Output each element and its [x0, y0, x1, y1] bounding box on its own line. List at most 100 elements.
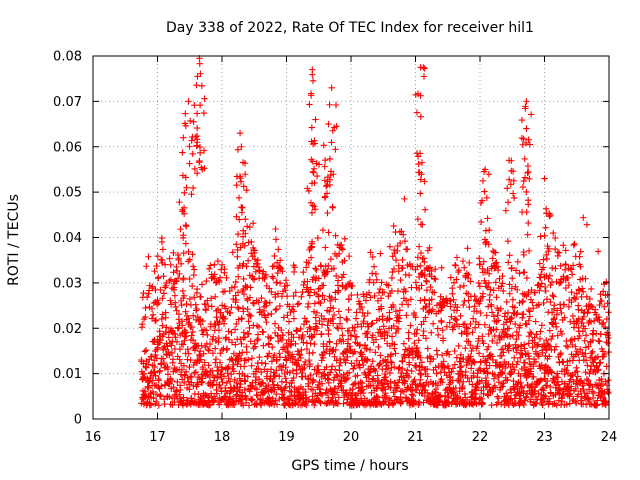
- data-point: [313, 325, 321, 332]
- data-point: [505, 176, 513, 183]
- data-point: [577, 346, 584, 353]
- data-point: [448, 313, 455, 320]
- data-point: [341, 235, 348, 242]
- data-point: [376, 315, 383, 323]
- data-point: [309, 202, 316, 209]
- data-point: [446, 319, 453, 326]
- data-point: [279, 268, 286, 275]
- data-point: [437, 307, 445, 314]
- data-point: [479, 269, 487, 276]
- data-point: [156, 368, 163, 375]
- data-point: [335, 287, 342, 294]
- data-point: [351, 324, 359, 331]
- data-point: [201, 359, 208, 366]
- data-point: [232, 296, 240, 304]
- data-point: [183, 300, 190, 308]
- data-point: [453, 316, 460, 323]
- data-point: [279, 331, 287, 339]
- data-point: [396, 239, 404, 247]
- data-point: [251, 247, 258, 254]
- data-point: [516, 395, 523, 402]
- data-point: [520, 341, 528, 348]
- data-point: [178, 376, 186, 383]
- data-point: [535, 353, 543, 360]
- data-point: [176, 198, 183, 206]
- data-point: [557, 262, 564, 269]
- data-point: [459, 257, 467, 265]
- data-point: [310, 308, 318, 315]
- data-point: [507, 389, 515, 396]
- data-point: [401, 237, 409, 245]
- data-point: [511, 354, 518, 362]
- data-point: [349, 349, 357, 357]
- data-point: [521, 363, 528, 371]
- data-point: [257, 401, 265, 409]
- data-point: [465, 297, 472, 304]
- data-point: [188, 332, 195, 339]
- data-point: [474, 343, 481, 350]
- data-point: [504, 309, 512, 316]
- data-point: [332, 346, 339, 354]
- data-point: [150, 368, 157, 375]
- data-point: [358, 303, 365, 311]
- data-point: [329, 347, 336, 355]
- data-point: [198, 342, 205, 349]
- data-point: [547, 211, 554, 219]
- data-point: [285, 318, 293, 325]
- data-point: [426, 264, 434, 271]
- data-point: [529, 344, 536, 351]
- data-point: [550, 229, 557, 237]
- data-point: [272, 306, 279, 314]
- data-point: [420, 399, 427, 406]
- data-point: [278, 326, 285, 334]
- data-point: [217, 350, 224, 357]
- data-point: [389, 253, 396, 260]
- data-point: [594, 367, 601, 374]
- data-point: [466, 259, 473, 267]
- data-point: [511, 320, 519, 328]
- data-point: [437, 293, 444, 300]
- data-point: [424, 345, 431, 352]
- data-point: [402, 288, 409, 295]
- data-point: [215, 327, 223, 334]
- data-point: [191, 347, 199, 354]
- data-point: [357, 378, 364, 386]
- data-point: [354, 321, 361, 328]
- data-point: [460, 282, 468, 289]
- data-point: [393, 384, 401, 391]
- data-point: [160, 359, 168, 367]
- data-point: [176, 270, 183, 278]
- data-point: [271, 252, 278, 260]
- data-point: [191, 102, 198, 109]
- data-point: [170, 383, 177, 391]
- data-point: [589, 337, 597, 344]
- data-point: [395, 325, 402, 333]
- data-point: [546, 327, 554, 334]
- data-point: [533, 331, 540, 338]
- data-point: [602, 378, 609, 385]
- data-point: [180, 292, 188, 300]
- data-point: [243, 295, 251, 302]
- data-point: [340, 271, 347, 278]
- data-point: [312, 265, 319, 272]
- data-point: [234, 146, 242, 153]
- data-point: [484, 381, 492, 388]
- data-point: [261, 387, 269, 395]
- data-point: [351, 348, 358, 355]
- data-point: [148, 353, 155, 360]
- data-point: [428, 296, 435, 303]
- data-point: [247, 284, 254, 291]
- data-point: [159, 295, 166, 302]
- x-tick-label: 16: [85, 430, 102, 445]
- data-point: [168, 394, 176, 402]
- data-point: [432, 386, 440, 393]
- data-point: [225, 328, 232, 335]
- data-point: [385, 282, 392, 289]
- data-point: [392, 329, 400, 337]
- data-point: [148, 305, 156, 313]
- data-point: [398, 228, 405, 235]
- data-point: [564, 362, 571, 369]
- data-point: [447, 274, 454, 281]
- data-point: [278, 336, 286, 344]
- data-point: [182, 174, 189, 181]
